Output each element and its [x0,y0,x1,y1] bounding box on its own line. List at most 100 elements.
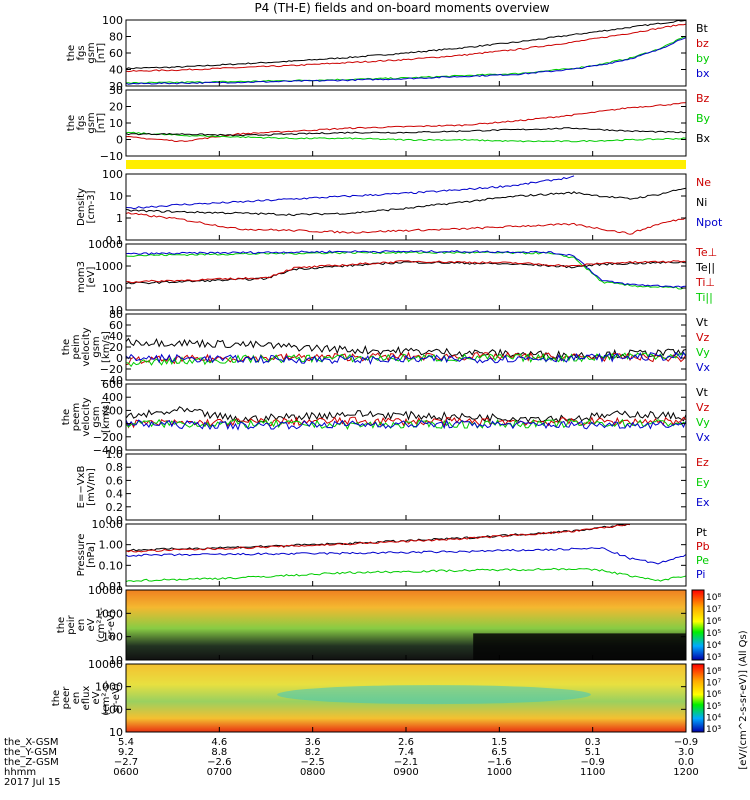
ytick-label: 0 [116,418,123,431]
y-axis-label: the fgs gsm [nT] [66,42,107,63]
footer-value: 1100 [580,767,605,778]
ytick-label: 0.4 [106,488,124,501]
ytick-label: 10 [109,190,123,203]
footer-row-label: the_Y-GSM [4,747,57,758]
legend-Ni: Ni [696,196,707,209]
ytick-label: −400 [93,444,123,457]
panel-peir_spectrogram: 10000 1000 100 10 the peir en eV (cm²-s-sr-eV) 10… [56,584,721,667]
ytick-label: 1000 [95,607,123,620]
colorbar-tick-label: 10⁴ [706,641,721,651]
series-Vt [125,337,687,360]
y-axis-label: mom3 [eV] [76,261,97,293]
legend-Bt: Bt [696,22,709,35]
panel-temperature: 10000 1000 100 10 mom3 [eV] Te⊥ Te|| Ti⊥ Ti|| [76,238,717,317]
y-axis-label-line: [km/s] [101,401,112,433]
panel-density: 100 10 1 0.1 Density [cm-3] Ne Ni Npot [76,168,723,247]
ytick-label: 0.01 [99,580,124,593]
y-axis-label: the peer en eflux eV (cm²-s-sr-eV) [51,680,122,716]
panel-frame [125,89,687,157]
legend-Pe: Pe [696,554,709,567]
ytick-label: 200 [102,404,123,417]
colorbar-units-label: [eV/(cm^2-s-sr-eV)] (All Qs) [738,630,749,769]
ytick-label: 100 [102,282,123,295]
ytick-label: 10000 [88,584,123,597]
series-Bx [125,127,687,137]
y-axis-label-line: sr-eV) [106,610,117,639]
colorbar-tick-label: 10⁷ [706,679,721,689]
legend-Vt: Vt [696,316,709,329]
footer-value: −1.6 [487,757,511,768]
y-axis-label-line: the [61,409,72,425]
ytick-label: 60 [109,47,123,60]
y-axis-label-line: peir [66,614,77,634]
legend-Bx: Bx [696,132,711,145]
legend-Bz: Bz [696,92,710,105]
y-axis-label-line: peim [71,334,82,359]
y-axis-label-line: gsm [91,336,102,357]
footer-value: 6.5 [491,747,507,758]
ytick-label: 40 [109,64,123,77]
ytick-label: 10000 [88,658,123,671]
y-axis-label: the fgs gsm [nT] [66,112,107,133]
footer-value: 1200 [673,767,698,778]
footer-value: 0900 [393,767,418,778]
footer-row-label: hhmm [4,767,36,778]
legend-Te⊥: Te⊥ [695,246,717,259]
footer-value: 4.6 [211,737,227,748]
ytick-label: 40 [109,330,123,343]
footer-value: 1.5 [491,737,507,748]
legend-Ne: Ne [696,176,711,189]
footer-value: 8.8 [211,747,227,758]
ytick-label: 0.0 [106,514,124,527]
legend-Te||: Te|| [695,261,715,274]
ytick-label: −200 [93,431,123,444]
series-Vx [125,351,687,365]
footer-value: 0700 [207,767,232,778]
footer-value: −0.9 [581,757,605,768]
y-axis-label-line: [nT] [96,113,107,133]
ytick-label: 100 [102,703,123,716]
legend-Ey: Ey [696,476,710,489]
colorbar-tick-label: 10⁷ [706,605,721,615]
panel-peer_spectrogram: 10000 1000 100 10 the peer en eflux eV (cm²-s-sr-… [51,658,721,739]
footer-row-label: the_X-GSM [4,737,58,748]
colorbar-tick-label: 10⁸ [706,593,721,603]
panel-frame [125,523,687,587]
colorbar [691,663,705,733]
footer-value: 0.0 [678,757,694,768]
legend-Npot: Npot [696,216,723,229]
footer-value: 0.3 [585,737,601,748]
legend-by: by [696,52,710,65]
footer-row-label: the_Z-GSM [4,757,59,768]
ytick-label: 1000 [95,260,123,273]
ytick-label: 20 [109,80,123,93]
footer-value: 5.1 [585,747,601,758]
footer-value: 0600 [113,767,138,778]
y-axis-label-line: (cm²-s- [96,607,107,643]
legend-Pt: Pt [696,526,708,539]
ytick-label: 0 [116,134,123,147]
ytick-label: 100 [102,631,123,644]
spectrogram-cyan-band [277,685,591,705]
footer-value: 9.2 [118,747,134,758]
series-Ne [125,212,687,235]
y-axis-label-line: eV [86,618,97,631]
footer-value: 3.6 [305,737,321,748]
ytick-label: −10 [100,150,123,163]
y-axis-label-line: sr-eV) [111,683,122,712]
series-Bt [125,19,687,70]
colorbar [691,589,705,661]
legend-Ez: Ez [696,456,709,469]
figure-title: P4 (TH-E) fields and on-board moments ov… [254,1,549,15]
colorbar-tick-label: 10⁸ [706,667,721,677]
panel-efield: 1.00.80.60.40.20.0 E=−VxB [mV/m] Ez Ey Ex [76,448,710,527]
series-bz [125,23,687,73]
y-axis-label-line: [km/s] [101,331,112,363]
y-axis-label-line: E=−VxB [76,466,87,509]
y-axis-label: Density [cm-3] [76,188,97,226]
series-Vx [125,419,687,431]
y-axis-label-line: the [56,617,67,633]
y-axis-label-line: en [76,619,87,632]
legend-Ex: Ex [696,496,710,509]
panel-fgs_btot: 100 80 60 40 20 the fgs gsm [nT] Bt bz by bx [66,14,710,93]
